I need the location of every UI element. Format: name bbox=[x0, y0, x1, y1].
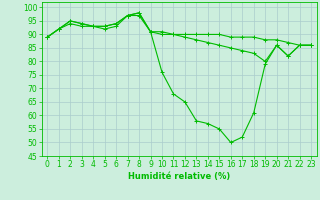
X-axis label: Humidité relative (%): Humidité relative (%) bbox=[128, 172, 230, 181]
